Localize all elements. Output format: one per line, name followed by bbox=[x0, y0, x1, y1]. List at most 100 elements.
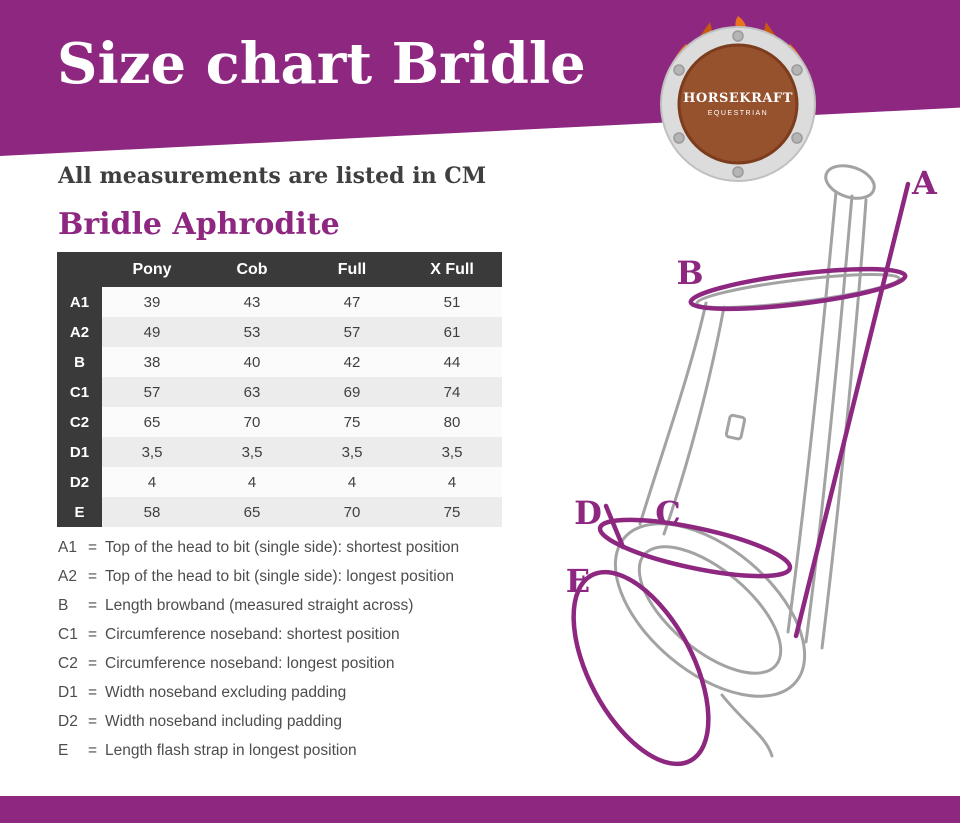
row-label: A1 bbox=[57, 287, 102, 317]
legend-code: C2 bbox=[58, 654, 78, 672]
row-label: C1 bbox=[57, 377, 102, 407]
cell: 3,5 bbox=[302, 437, 402, 467]
col-header-full: Full bbox=[302, 252, 402, 287]
table-row: A2 49 53 57 61 bbox=[57, 317, 502, 347]
table-row: D2 4 4 4 4 bbox=[57, 467, 502, 497]
cell: 39 bbox=[102, 287, 202, 317]
legend-item: A1 = Top of the head to bit (single side… bbox=[58, 533, 459, 562]
cell: 57 bbox=[102, 377, 202, 407]
horsekraft-logo: HORSEKRAFT EQUESTRIAN bbox=[652, 14, 824, 186]
cell: 63 bbox=[202, 377, 302, 407]
measure-slash-d bbox=[603, 503, 626, 550]
cell: 51 bbox=[402, 287, 502, 317]
measurement-legend: A1 = Top of the head to bit (single side… bbox=[58, 533, 459, 765]
cell: 58 bbox=[102, 497, 202, 527]
legend-equals: = bbox=[88, 596, 98, 614]
logo-center-disc bbox=[677, 43, 799, 165]
legend-equals: = bbox=[88, 683, 98, 701]
cell: 4 bbox=[102, 467, 202, 497]
cell: 42 bbox=[302, 347, 402, 377]
cell: 57 bbox=[302, 317, 402, 347]
row-label: D2 bbox=[57, 467, 102, 497]
legend-desc: Width noseband including padding bbox=[105, 712, 342, 730]
cell: 75 bbox=[302, 407, 402, 437]
legend-code: D2 bbox=[58, 712, 78, 730]
legend-desc: Length browband (measured straight acros… bbox=[105, 596, 414, 614]
measure-ellipse-b bbox=[688, 266, 908, 312]
table-row: C1 57 63 69 74 bbox=[57, 377, 502, 407]
cell: 70 bbox=[202, 407, 302, 437]
logo-badge-icon: HORSEKRAFT EQUESTRIAN bbox=[660, 16, 816, 182]
legend-equals: = bbox=[88, 712, 98, 730]
cell: 44 bbox=[402, 347, 502, 377]
col-header-cob: Cob bbox=[202, 252, 302, 287]
cell: 61 bbox=[402, 317, 502, 347]
col-header-pony: Pony bbox=[102, 252, 202, 287]
cell: 53 bbox=[202, 317, 302, 347]
legend-code: C1 bbox=[58, 625, 78, 643]
cell: 4 bbox=[202, 467, 302, 497]
cell: 74 bbox=[402, 377, 502, 407]
size-table: Pony Cob Full X Full A1 39 43 47 51 A2 4… bbox=[57, 252, 502, 527]
bridle-outline bbox=[613, 164, 901, 758]
logo-name-text: HORSEKRAFT bbox=[683, 91, 793, 106]
legend-equals: = bbox=[88, 567, 98, 585]
product-name: Bridle Aphrodite bbox=[58, 207, 340, 242]
diagram-label-e: E bbox=[566, 562, 590, 600]
cell: 65 bbox=[202, 497, 302, 527]
diagram-label-d: D bbox=[574, 494, 602, 532]
legend-equals: = bbox=[88, 741, 98, 759]
measure-ellipse-c bbox=[597, 517, 793, 579]
col-header-xfull: X Full bbox=[402, 252, 502, 287]
legend-item: B = Length browband (measured straight a… bbox=[58, 591, 459, 620]
cell: 4 bbox=[302, 467, 402, 497]
cell: 38 bbox=[102, 347, 202, 377]
table-row: A1 39 43 47 51 bbox=[57, 287, 502, 317]
cell: 4 bbox=[402, 467, 502, 497]
legend-item: A2 = Top of the head to bit (single side… bbox=[58, 562, 459, 591]
legend-desc: Top of the head to bit (single side): sh… bbox=[105, 538, 460, 556]
table-row: D1 3,5 3,5 3,5 3,5 bbox=[57, 437, 502, 467]
table-row: B 38 40 42 44 bbox=[57, 347, 502, 377]
cell: 3,5 bbox=[202, 437, 302, 467]
legend-item: D1 = Width noseband excluding padding bbox=[58, 678, 459, 707]
measure-line-a bbox=[793, 181, 911, 639]
cell: 47 bbox=[302, 287, 402, 317]
legend-code: B bbox=[58, 596, 69, 614]
cell: 43 bbox=[202, 287, 302, 317]
legend-desc: Circumference noseband: longest position bbox=[105, 654, 395, 672]
table-row: C2 65 70 75 80 bbox=[57, 407, 502, 437]
table-row: E 58 65 70 75 bbox=[57, 497, 502, 527]
cell: 40 bbox=[202, 347, 302, 377]
legend-code: A1 bbox=[58, 538, 77, 556]
cell: 70 bbox=[302, 497, 402, 527]
legend-item: C2 = Circumference noseband: longest pos… bbox=[58, 649, 459, 678]
diagram-label-b: B bbox=[676, 254, 703, 292]
row-label: A2 bbox=[57, 317, 102, 347]
row-label: E bbox=[57, 497, 102, 527]
cell: 69 bbox=[302, 377, 402, 407]
legend-equals: = bbox=[88, 654, 98, 672]
legend-equals: = bbox=[88, 538, 98, 556]
cell: 49 bbox=[102, 317, 202, 347]
measurement-marks bbox=[571, 181, 911, 767]
diagram-label-c: C bbox=[655, 494, 680, 532]
table-header-row: Pony Cob Full X Full bbox=[57, 252, 502, 287]
row-label: B bbox=[57, 347, 102, 377]
bridle-illustration: A B C D E bbox=[566, 164, 938, 767]
cell: 65 bbox=[102, 407, 202, 437]
legend-code: A2 bbox=[58, 567, 77, 585]
row-label: D1 bbox=[57, 437, 102, 467]
legend-code: D1 bbox=[58, 683, 78, 701]
legend-equals: = bbox=[88, 625, 98, 643]
logo-bolts bbox=[673, 30, 803, 178]
diagram-label-a: A bbox=[911, 164, 938, 202]
row-label: C2 bbox=[57, 407, 102, 437]
measure-ellipse-e bbox=[571, 569, 711, 767]
footer-band bbox=[0, 796, 960, 823]
cell: 75 bbox=[402, 497, 502, 527]
cell: 3,5 bbox=[402, 437, 502, 467]
legend-desc: Circumference noseband: shortest positio… bbox=[105, 625, 400, 643]
bridle-diagram: A B C D E bbox=[540, 150, 960, 800]
